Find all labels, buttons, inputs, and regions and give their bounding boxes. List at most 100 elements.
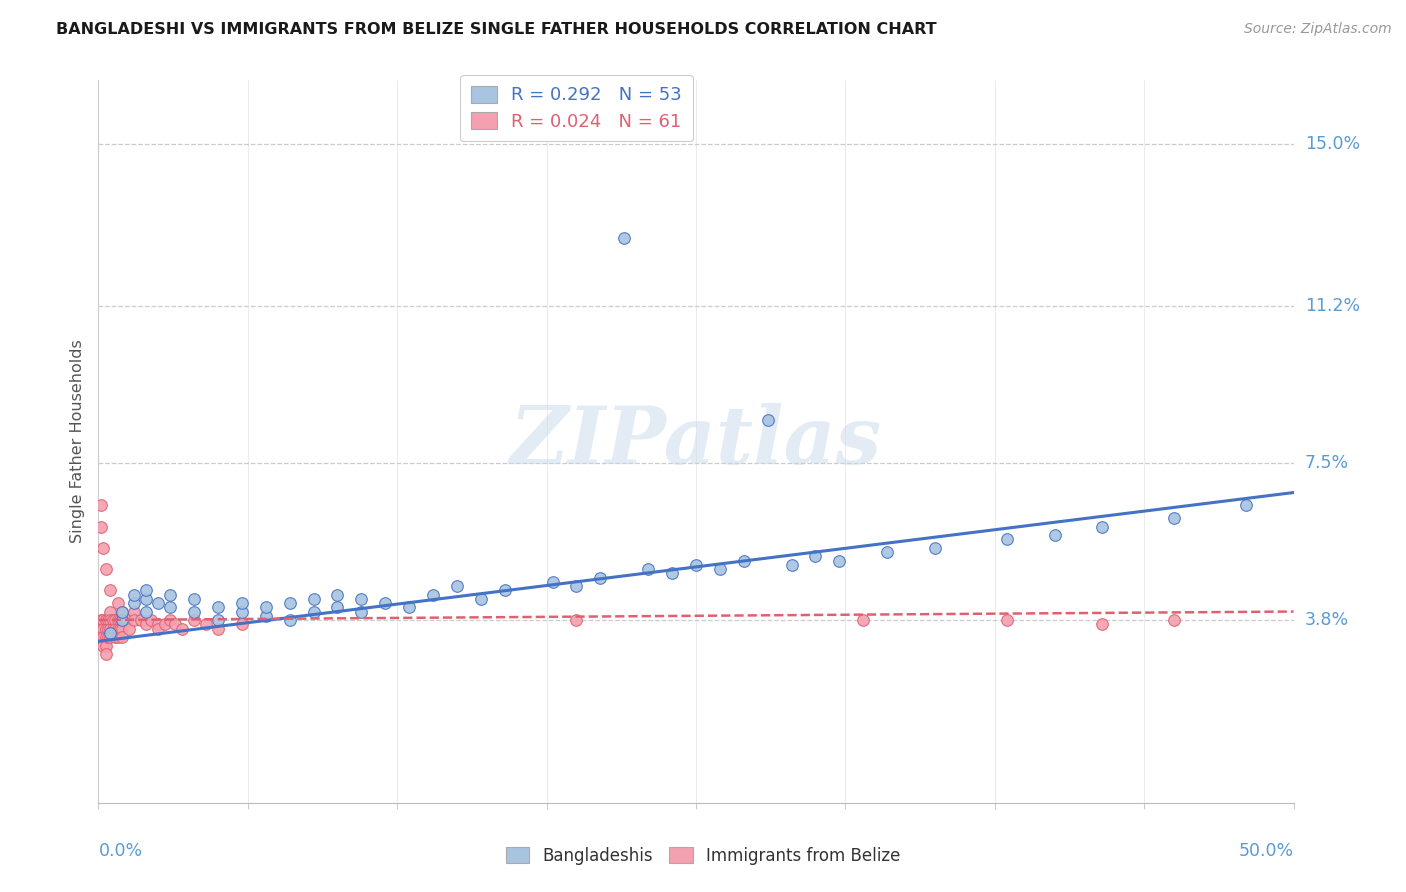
- Text: 11.2%: 11.2%: [1305, 296, 1360, 315]
- Point: [90, 498, 112, 512]
- Point: [97, 630, 120, 644]
- Point: [90, 519, 112, 533]
- Point: [172, 622, 194, 636]
- Point: [685, 558, 707, 572]
- Point: [98, 613, 122, 627]
- Point: [231, 605, 253, 619]
- Point: [1163, 613, 1185, 627]
- Point: [91, 630, 114, 644]
- Point: [91, 613, 114, 627]
- Point: [111, 605, 134, 619]
- Point: [124, 605, 146, 619]
- Point: [107, 630, 129, 644]
- Point: [111, 613, 134, 627]
- Point: [470, 591, 492, 606]
- Point: [148, 617, 170, 632]
- Point: [91, 622, 114, 636]
- Point: [1234, 498, 1257, 512]
- Text: Source: ZipAtlas.com: Source: ZipAtlas.com: [1244, 22, 1392, 37]
- Point: [135, 617, 157, 632]
- Point: [207, 600, 229, 615]
- Point: [565, 613, 588, 627]
- Point: [159, 613, 181, 627]
- Point: [115, 613, 138, 627]
- Point: [207, 613, 229, 627]
- Point: [98, 630, 122, 644]
- Point: [118, 622, 141, 636]
- Point: [111, 630, 134, 644]
- Point: [231, 596, 253, 610]
- Legend: Bangladeshis, Immigrants from Belize: Bangladeshis, Immigrants from Belize: [495, 837, 911, 875]
- Point: [541, 574, 564, 589]
- Point: [565, 579, 588, 593]
- Point: [326, 600, 349, 615]
- Point: [446, 579, 468, 593]
- Point: [398, 600, 420, 615]
- Point: [94, 613, 117, 627]
- Text: 15.0%: 15.0%: [1305, 135, 1360, 153]
- Point: [124, 596, 146, 610]
- Point: [254, 608, 277, 623]
- Point: [97, 622, 120, 636]
- Text: 3.8%: 3.8%: [1305, 611, 1348, 629]
- Point: [661, 566, 683, 581]
- Legend: R = 0.292   N = 53, R = 0.024   N = 61: R = 0.292 N = 53, R = 0.024 N = 61: [460, 75, 693, 141]
- Point: [733, 553, 755, 567]
- Point: [131, 613, 153, 627]
- Point: [1043, 528, 1066, 542]
- Point: [104, 613, 127, 627]
- Point: [709, 562, 731, 576]
- Point: [159, 588, 181, 602]
- Point: [98, 625, 122, 640]
- Point: [326, 588, 349, 602]
- Point: [94, 622, 117, 636]
- Point: [231, 617, 253, 632]
- Point: [94, 639, 117, 653]
- Point: [148, 596, 170, 610]
- Point: [111, 613, 134, 627]
- Point: [124, 588, 146, 602]
- Point: [94, 630, 117, 644]
- Point: [350, 605, 373, 619]
- Point: [350, 591, 373, 606]
- Point: [1091, 617, 1114, 632]
- Point: [828, 553, 851, 567]
- Point: [135, 605, 157, 619]
- Text: 7.5%: 7.5%: [1305, 454, 1348, 472]
- Point: [1091, 519, 1114, 533]
- Point: [107, 622, 129, 636]
- Point: [155, 617, 177, 632]
- Point: [278, 613, 301, 627]
- Point: [278, 596, 301, 610]
- Point: [494, 583, 516, 598]
- Point: [124, 613, 146, 627]
- Point: [107, 596, 129, 610]
- Point: [90, 630, 112, 644]
- Point: [90, 613, 112, 627]
- Point: [135, 591, 157, 606]
- Point: [108, 613, 131, 627]
- Point: [589, 570, 612, 584]
- Point: [183, 605, 205, 619]
- Point: [104, 630, 127, 644]
- Point: [302, 591, 325, 606]
- Point: [101, 613, 124, 627]
- Point: [876, 545, 898, 559]
- Point: [302, 605, 325, 619]
- Point: [756, 413, 779, 427]
- Point: [1163, 511, 1185, 525]
- Point: [374, 596, 396, 610]
- Point: [207, 622, 229, 636]
- Text: 50.0%: 50.0%: [1239, 842, 1294, 860]
- Point: [995, 533, 1018, 547]
- Point: [422, 588, 444, 602]
- Point: [97, 613, 120, 627]
- Point: [613, 230, 636, 244]
- Point: [139, 613, 162, 627]
- Text: 0.0%: 0.0%: [98, 842, 142, 860]
- Text: ZIPatlas: ZIPatlas: [510, 403, 882, 480]
- Point: [148, 622, 170, 636]
- Y-axis label: Single Father Households: Single Father Households: [69, 340, 84, 543]
- Point: [94, 562, 117, 576]
- Point: [852, 613, 875, 627]
